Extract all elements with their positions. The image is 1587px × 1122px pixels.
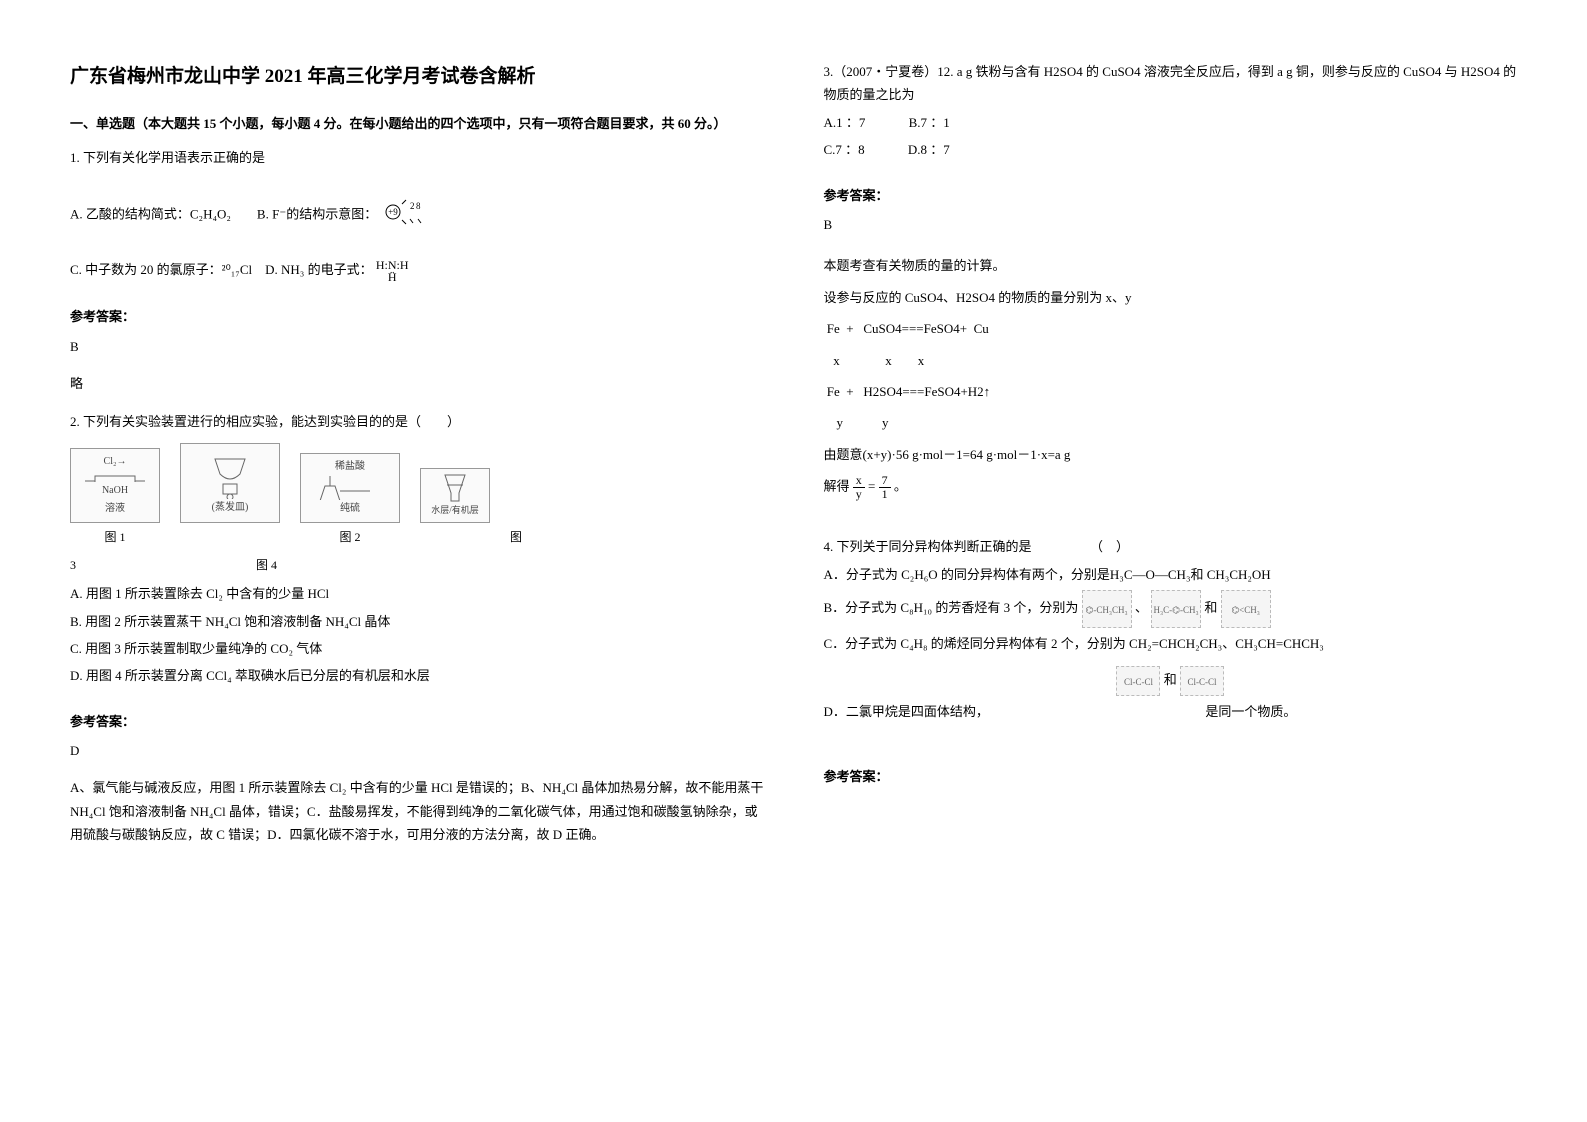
q4-optB-sep2: 和 [1204,600,1217,615]
q4-optD-sep: 和 [1164,672,1177,687]
aromatic-structure-3-icon: ⌬<CH₃ [1221,590,1271,628]
q4-optA-post: 和 CH₃CH₂OH [1190,567,1270,582]
q2-optC: C. 用图 3 所示装置制取少量纯净的 CO₂ 气体 [70,637,764,660]
q3-solve-pre: 解得 [824,479,850,494]
apparatus-4-icon: 水层/有机层 [420,468,490,523]
q2-cap-row2b: 图 4 [256,555,277,577]
q4-answer-label: 参考答案： [824,765,1518,788]
q2-fig2: (蒸发皿) [180,443,280,523]
q4-optA: A．分子式为 C₂H₆O 的同分异构体有两个，分别是H₃C—O—CH₃和 CH₃… [824,563,1518,586]
q2-answer-label: 参考答案： [70,710,764,733]
q3-stem: 3.（2007・宁夏卷）12. a g 铁粉与含有 H2SO4 的 CuSO4 … [824,60,1518,107]
q4-optB: B．分子式为 C₈H₁₀ 的芳香烃有 3 个，分别为 ⌬-CH₃CH₃ 、 H₃… [824,590,1518,628]
q3-eq2: Fe + H2SO4===FeSO4+H2↑ [824,380,1518,403]
q4-stem: 4. 下列关于同分异构体判断正确的是 （ ） [824,535,1518,558]
q3-optA: A.1 ：7 [824,111,866,134]
q1-opt-ab: A. 乙酸的结构简式：C₂H₄O₂ B. F⁻的结构示意图： +9 2 8 [70,195,764,236]
q2-optD: D. 用图 4 所示装置分离 CCl₄ 萃取碘水后已分层的有机层和水层 [70,664,764,687]
q4-optA-pre: A．分子式为 C₂H₆O 的同分异构体有两个，分别是 [824,567,1110,582]
q2-figure-row: Cl₂→ NaOH 溶液 (蒸发皿) 稀盐酸 [70,443,764,523]
page-title: 广东省梅州市龙山中学 2021 年高三化学月考试卷含解析 [70,60,764,94]
q4-optD-pre: D．二氯甲烷是四面体结构， [824,704,989,719]
question-2: 2. 下列有关实验装置进行的相应实验，能达到实验目的的是（ ） Cl₂→ NaO… [70,410,764,692]
q3-optD: D.8 ：7 [908,138,950,161]
q3-line1: 本题考查有关物质的量的计算。 [824,254,1518,277]
q3-frac-xy: x y [853,474,865,501]
apparatus-1-icon: Cl₂→ NaOH 溶液 [70,448,160,523]
q2-fig4: 水层/有机层 [420,468,490,523]
q3-opts-ab: A.1 ：7 B.7 ：1 [824,111,1518,134]
q3-opts-cd: C.7 ：8 D.8 ：7 [824,138,1518,161]
q3-frac-71: 7 1 [879,474,891,501]
q2-stem: 2. 下列有关实验装置进行的相应实验，能达到实验目的的是（ ） [70,410,764,433]
q2-cap3: 图 [510,527,522,549]
q4-optD-post: 是同一个物质。 [1205,704,1296,719]
q2-optB: B. 用图 2 所示装置蒸干 NH₄Cl 饱和溶液制备 NH₄Cl 晶体 [70,610,764,633]
q3-period: 。 [894,479,907,494]
fluoride-ion-diagram: +9 2 8 [380,195,424,236]
q3-answer-label: 参考答案： [824,184,1518,207]
q2-fig3: 稀盐酸 纯硫 [300,453,400,523]
q1-answer-label: 参考答案： [70,305,764,328]
section-1-header: 一、单选题（本大题共 15 个小题，每小题 4 分。在每小题给出的四个选项中，只… [70,112,764,135]
q3-answer: B [824,213,1518,236]
q2-caption-row2: 3 图 4 [70,555,764,577]
q4-optD: D．二氯甲烷是四面体结构， 是同一个物质。 [824,700,1518,723]
right-column: 3.（2007・宁夏卷）12. a g 铁粉与含有 H2SO4 的 CuSO4 … [824,60,1518,1062]
svg-text:2: 2 [410,201,415,211]
q3-eq1: Fe + CuSO4===FeSO4+ Cu [824,317,1518,340]
question-3: 3.（2007・宁夏卷）12. a g 铁粉与含有 H2SO4 的 CuSO4 … [824,60,1518,166]
question-1: 1. 下列有关化学用语表示正确的是 A. 乙酸的结构简式：C₂H₄O₂ B. F… [70,146,764,288]
apparatus-3-icon: 稀盐酸 纯硫 [300,453,400,523]
q2-answer: D [70,739,764,762]
nh3-bot: Ḧ [388,270,397,284]
q2-cap2: 图 2 [300,527,400,549]
q3-eq1b: x x x [824,349,1518,372]
q4-optB-pre: B．分子式为 C₈H₁₀ 的芳香烃有 3 个，分别为 [824,600,1079,615]
q1-stem: 1. 下列有关化学用语表示正确的是 [70,146,764,169]
aromatic-structure-1-icon: ⌬-CH₃CH₃ [1082,590,1132,628]
q2-cap1: 图 1 [70,527,160,549]
svg-text:8: 8 [416,201,421,211]
q3-optC: C.7 ：8 [824,138,865,161]
q3-optB: B.7 ：1 [909,111,950,134]
q3-eq2b: y y [824,411,1518,434]
q2-optA: A. 用图 1 所示装置除去 Cl₂ 中含有的少量 HCl [70,582,764,605]
nh3-electron-formula: H:N:H Ḧ [376,259,409,283]
q2-fig1: Cl₂→ NaOH 溶液 [70,448,160,523]
question-4: 4. 下列关于同分异构体判断正确的是 （ ） A．分子式为 C₂H₆O 的同分异… [824,535,1518,727]
q2-cap-row2a: 3 [70,555,76,577]
apparatus-2-icon: (蒸发皿) [180,443,280,523]
q1-explain: 略 [70,372,764,395]
aromatic-structure-2-icon: H₃C-⌬-CH₃ [1151,590,1201,628]
q3-line2: 设参与反应的 CuSO4、H2SO4 的物质的量分别为 x、y [824,286,1518,309]
q4-optB-sep1: 、 [1135,600,1148,615]
q1-optA-text: A. 乙酸的结构简式：C₂H₄O₂ B. F⁻的结构示意图： [70,207,377,222]
q4-optA-mid: H₃C—O—CH₃ [1110,567,1191,582]
q1-optC-text: C. 中子数为 20 的氯原子：²⁰₁₇Cl D. NH₃ 的电子式： [70,262,373,277]
q1-answer: B [70,335,764,358]
q3-eq-sign: = [868,479,875,494]
q2-caption-row1: 图 1 图 2 图 [70,527,764,549]
q1-opt-cd: C. 中子数为 20 的氯原子：²⁰₁₇Cl D. NH₃ 的电子式： H:N:… [70,258,764,283]
q2-explain: A、氯气能与碱液反应，用图 1 所示装置除去 Cl₂ 中含有的少量 HCl 是错… [70,776,764,846]
svg-text:+9: +9 [389,207,399,217]
q4-optD-structures: Cl-C-Cl 和 Cl-C-Cl [824,666,1518,696]
dichloromethane-2-icon: Cl-C-Cl [1180,666,1224,696]
dichloromethane-1-icon: Cl-C-Cl [1116,666,1160,696]
q3-line3: 由题意(x+y)·56 g·mol－1=64 g·mol－1·x=a g [824,443,1518,466]
left-column: 广东省梅州市龙山中学 2021 年高三化学月考试卷含解析 一、单选题（本大题共 … [70,60,764,1062]
q4-optC: C．分子式为 C₄H₈ 的烯烃同分异构体有 2 个，分别为 CH₂=CHCH₂C… [824,632,1518,655]
q3-solve: 解得 x y = 7 1 。 [824,474,1518,501]
